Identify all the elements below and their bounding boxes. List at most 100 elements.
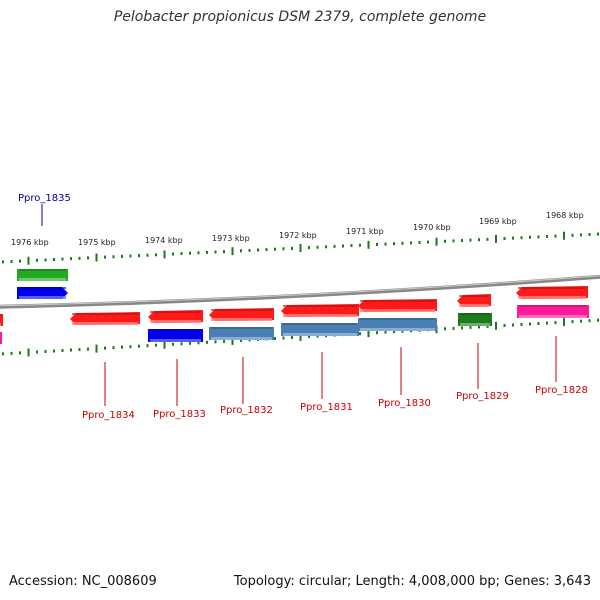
inner-tick-minor: [223, 339, 225, 343]
outer-tick-minor: [554, 234, 557, 238]
outer-tick-minor: [325, 245, 327, 249]
outer-tick-minor: [401, 241, 404, 245]
inner-tick-minor: [61, 349, 64, 352]
outer-tick-minor: [529, 235, 531, 239]
gene-label[interactable]: Ppro_1829: [456, 391, 509, 402]
reverse-gene-secondary[interactable]: [281, 323, 359, 336]
outer-tick-minor: [265, 248, 268, 252]
inner-tick-minor: [112, 346, 115, 350]
inner-tick-minor: [2, 352, 4, 356]
inner-tick-minor: [520, 323, 523, 326]
outer-tick-minor: [597, 232, 599, 236]
outer-tick-major: [163, 250, 166, 259]
inner-tick-major: [95, 344, 98, 353]
inner-tick-minor: [359, 332, 361, 336]
inner-tick-minor: [36, 350, 38, 354]
forward-gene[interactable]: [17, 269, 68, 281]
topology-summary: Topology: circular; Length: 4,008,000 bp…: [233, 574, 591, 589]
reverse-gene[interactable]: [516, 286, 588, 299]
accession-label: Accession: NC_008609: [9, 574, 157, 589]
outer-tick-minor: [180, 252, 183, 256]
map-title: Pelobacter propionicus DSM 2379, complet…: [113, 9, 487, 25]
inner-tick-minor: [461, 326, 463, 330]
inner-tick-minor: [554, 321, 557, 325]
inner-tick-minor: [274, 337, 276, 340]
outer-tick-minor: [486, 237, 489, 241]
outer-tick-minor: [384, 242, 387, 246]
outer-tick-minor: [571, 233, 574, 237]
inner-tick-minor: [546, 321, 548, 325]
reverse-gene[interactable]: [148, 310, 203, 323]
inner-tick-minor: [384, 330, 387, 334]
forward-gene[interactable]: [17, 287, 68, 299]
outer-tick-minor: [410, 241, 412, 245]
inner-tick-minor: [393, 330, 395, 334]
outer-tick-minor: [393, 242, 395, 246]
outer-tick-minor: [376, 243, 378, 246]
reverse-gene[interactable]: [70, 312, 140, 325]
outer-tick-minor: [546, 235, 548, 238]
inner-tick-minor: [529, 322, 531, 326]
outer-tick-minor: [240, 249, 242, 253]
inner-tick-minor: [512, 323, 514, 327]
inner-tick-minor: [537, 322, 540, 325]
outer-tick-minor: [359, 243, 361, 247]
reverse-gene-secondary[interactable]: [517, 305, 589, 318]
outer-tick-minor: [129, 254, 132, 258]
outer-tick-minor: [444, 239, 446, 243]
inner-tick-minor: [189, 341, 191, 345]
inner-tick-minor: [104, 346, 106, 350]
outer-tick-minor: [223, 250, 225, 254]
outer-tick-minor: [333, 244, 336, 248]
outer-tick-minor: [112, 255, 115, 259]
gene-label[interactable]: Ppro_1834: [82, 410, 135, 421]
outer-tick-minor: [282, 247, 285, 251]
kbp-label: 1973 kbp: [212, 234, 250, 243]
gene-label[interactable]: Ppro_1833: [153, 409, 206, 420]
reverse-gene-edge[interactable]: [0, 332, 2, 344]
gene-label[interactable]: Ppro_1831: [300, 402, 353, 413]
reverse-gene-secondary[interactable]: [458, 313, 492, 326]
inner-tick-minor: [571, 320, 574, 324]
outer-tick-minor: [36, 258, 38, 262]
reverse-gene[interactable]: [281, 304, 359, 317]
inner-tick-minor: [308, 335, 310, 338]
outer-tick-major: [435, 237, 438, 246]
gene-label-ppro-1835[interactable]: Ppro_1835: [18, 193, 71, 204]
reverse-gene[interactable]: [209, 308, 274, 321]
genome-backbone: [0, 274, 600, 309]
outer-tick-minor: [291, 246, 293, 250]
reverse-gene-secondary[interactable]: [148, 329, 203, 342]
outer-tick-minor: [350, 244, 353, 248]
inner-tick-major: [299, 333, 302, 341]
outer-tick-minor: [452, 239, 455, 243]
inner-tick-minor: [478, 325, 480, 329]
gene-label[interactable]: Ppro_1832: [220, 405, 273, 416]
reverse-gene-edge[interactable]: [0, 314, 3, 326]
gene-label[interactable]: Ppro_1828: [535, 385, 588, 396]
reverse-gene[interactable]: [358, 299, 437, 312]
inner-tick-minor: [486, 324, 489, 328]
inner-tick-minor: [155, 343, 157, 347]
kbp-labels: 1976 kbp 1975 kbp 1974 kbp 1973 kbp 1972 kbp…: [11, 211, 584, 247]
outer-tick-minor: [138, 254, 140, 258]
outer-tick-major: [95, 253, 98, 262]
reverse-gene[interactable]: [457, 294, 491, 307]
reverse-gene-secondary[interactable]: [358, 318, 437, 331]
outer-tick-minor: [503, 237, 506, 240]
inner-tick-minor: [240, 338, 242, 342]
outer-tick-minor: [44, 258, 47, 262]
kbp-label: 1975 kbp: [78, 238, 116, 247]
gene-label[interactable]: Ppro_1830: [378, 398, 431, 409]
reverse-gene-secondary[interactable]: [209, 327, 274, 340]
inner-tick-minor: [146, 344, 149, 348]
outer-tick-minor: [172, 252, 174, 256]
outer-tick-minor: [427, 240, 429, 244]
outer-tick-minor: [19, 259, 21, 263]
inner-tick-minor: [19, 351, 21, 355]
inner-tick-minor: [503, 324, 506, 327]
outer-tick-minor: [206, 250, 208, 254]
outer-tick-minor: [478, 238, 480, 242]
inner-tick-minor: [180, 342, 183, 346]
